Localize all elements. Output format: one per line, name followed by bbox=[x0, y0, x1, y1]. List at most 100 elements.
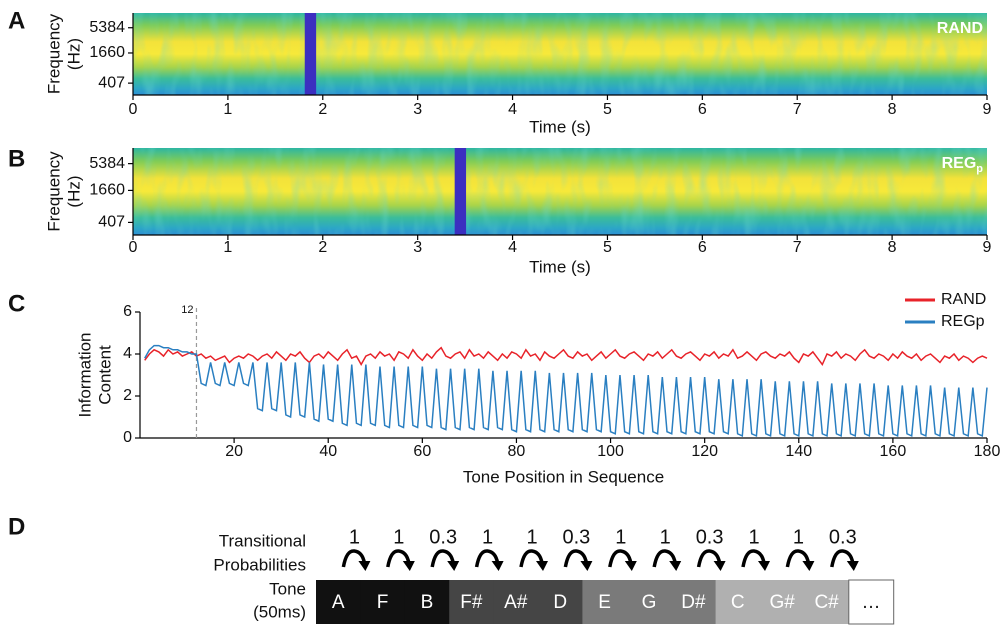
tone-box bbox=[404, 580, 450, 624]
x-tick-label: 6 bbox=[698, 101, 707, 118]
transition-arrow bbox=[563, 549, 589, 568]
transition-arrowhead bbox=[491, 561, 504, 571]
tone-label: A bbox=[332, 592, 345, 613]
legend-label: RAND bbox=[941, 291, 986, 308]
tone-box bbox=[848, 579, 895, 625]
tone-box bbox=[582, 580, 628, 624]
transition-arrowhead bbox=[802, 561, 815, 571]
x-tick-label: 160 bbox=[880, 443, 907, 460]
x-tick-label: 0 bbox=[129, 239, 138, 256]
transition-arrowhead bbox=[624, 561, 637, 571]
x-tick-label: 9 bbox=[983, 101, 992, 118]
y-tick-label: 2 bbox=[123, 387, 132, 404]
x-tick-label: 0 bbox=[129, 101, 138, 118]
y-tick-label: 407 bbox=[98, 214, 125, 231]
x-tick-label: 180 bbox=[974, 443, 1001, 460]
tone-box bbox=[715, 580, 761, 624]
data-line bbox=[144, 346, 988, 367]
tone-box bbox=[493, 580, 539, 624]
transition-arrow bbox=[386, 549, 411, 568]
tone-label: F bbox=[377, 592, 389, 613]
y-tick-label: 6 bbox=[123, 303, 132, 320]
transition-arrowhead bbox=[669, 561, 682, 571]
tone-box bbox=[804, 580, 850, 624]
x-axis-label: Time (s) bbox=[529, 117, 591, 136]
panel-label: C bbox=[8, 290, 25, 317]
x-tick-label: 7 bbox=[793, 101, 802, 118]
transition-probability: 1 bbox=[615, 526, 626, 548]
condition-label-subscript: p bbox=[976, 163, 983, 175]
transition-arrowhead bbox=[536, 561, 548, 571]
x-tick-label: 4 bbox=[508, 239, 517, 256]
row-label: Probabilities bbox=[213, 555, 306, 574]
panel-label: D bbox=[8, 513, 25, 540]
x-tick-label: 5 bbox=[603, 101, 612, 118]
x-tick-label: 9 bbox=[983, 239, 992, 256]
transition-probability: 1 bbox=[660, 526, 671, 548]
transition-probability: 1 bbox=[526, 526, 537, 548]
x-tick-label: 100 bbox=[597, 443, 624, 460]
silent-gap bbox=[454, 148, 467, 235]
tone-label: B bbox=[421, 592, 434, 613]
x-tick-label: 120 bbox=[691, 443, 718, 460]
condition-label: RAND bbox=[937, 20, 983, 37]
transition-arrowhead bbox=[402, 561, 415, 571]
tone-box bbox=[360, 580, 406, 624]
tone-box bbox=[449, 580, 495, 624]
x-tick-label: 1 bbox=[223, 101, 232, 118]
x-tick-label: 8 bbox=[888, 101, 897, 118]
transition-arrowhead bbox=[713, 561, 726, 571]
transition-arrow bbox=[608, 549, 633, 568]
x-tick-label: 5 bbox=[603, 239, 612, 256]
condition-label-text: RAND bbox=[937, 20, 983, 37]
y-tick-label: 4 bbox=[123, 345, 132, 362]
x-tick-label: 8 bbox=[888, 239, 897, 256]
transition-arrow bbox=[341, 549, 367, 568]
transition-arrowhead bbox=[846, 561, 859, 571]
transition-probability: 1 bbox=[349, 526, 360, 548]
tone-label: C bbox=[731, 592, 745, 613]
transition-probability: 0.3 bbox=[829, 526, 857, 548]
y-tick-label: 5384 bbox=[89, 155, 125, 172]
reference-label: 12 bbox=[181, 304, 193, 316]
x-tick-label: 60 bbox=[413, 443, 431, 460]
condition-label-text: REG bbox=[942, 155, 977, 172]
x-tick-label: 3 bbox=[413, 101, 422, 118]
transition-arrowhead bbox=[358, 561, 371, 571]
x-axis-label: Time (s) bbox=[529, 257, 591, 276]
tone-label: A# bbox=[504, 592, 528, 613]
y-axis-label: (Hz) bbox=[64, 38, 83, 70]
y-axis-label: Frequency bbox=[44, 13, 63, 94]
x-axis-label: Tone Position in Sequence bbox=[463, 467, 664, 486]
tone-label: G# bbox=[770, 592, 796, 613]
panel-label: A bbox=[8, 7, 25, 34]
transition-probability: 0.3 bbox=[429, 526, 457, 548]
panel-label: B bbox=[8, 145, 25, 172]
x-tick-label: 80 bbox=[508, 443, 526, 460]
transition-arrow bbox=[830, 549, 855, 568]
y-tick-label: 1660 bbox=[89, 182, 125, 199]
tone-box bbox=[760, 580, 805, 624]
y-axis-label: Content bbox=[95, 345, 114, 405]
transition-arrow bbox=[430, 549, 455, 568]
transition-probability: 1 bbox=[393, 526, 404, 548]
transition-arrow bbox=[696, 549, 722, 568]
transition-arrow bbox=[785, 549, 811, 568]
transition-probability: 0.3 bbox=[562, 526, 590, 548]
x-tick-label: 1 bbox=[223, 239, 232, 256]
tone-label: D# bbox=[681, 592, 706, 613]
x-tick-label: 20 bbox=[225, 443, 243, 460]
transition-probability: 0.3 bbox=[696, 526, 724, 548]
tone-label: E bbox=[598, 592, 611, 613]
transition-probability: 1 bbox=[748, 526, 759, 548]
tone-box bbox=[538, 580, 583, 624]
x-tick-label: 7 bbox=[793, 239, 802, 256]
spectrogram-texture bbox=[133, 13, 987, 95]
transition-probability: 1 bbox=[793, 526, 804, 548]
transition-arrowhead bbox=[580, 561, 593, 571]
x-tick-label: 4 bbox=[508, 101, 517, 118]
transition-probability: 1 bbox=[482, 526, 493, 548]
x-tick-label: 40 bbox=[319, 443, 337, 460]
